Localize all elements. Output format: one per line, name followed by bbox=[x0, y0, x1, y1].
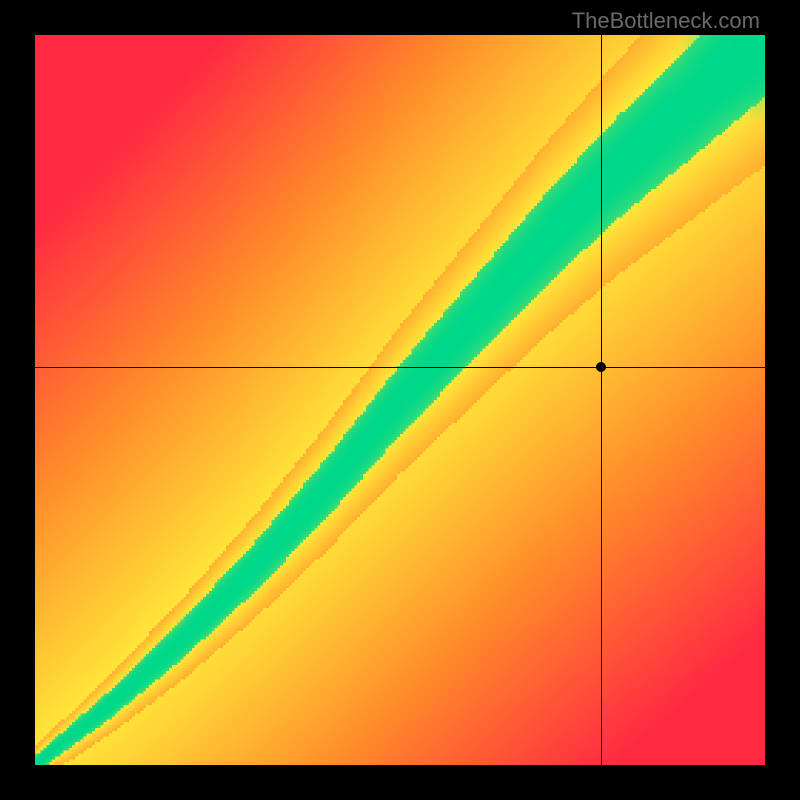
crosshair-vertical bbox=[601, 35, 602, 765]
heatmap-canvas bbox=[35, 35, 765, 765]
watermark-text: TheBottleneck.com bbox=[572, 8, 760, 34]
heatmap-plot bbox=[35, 35, 765, 765]
crosshair-horizontal bbox=[35, 367, 765, 368]
marker-dot bbox=[596, 362, 606, 372]
